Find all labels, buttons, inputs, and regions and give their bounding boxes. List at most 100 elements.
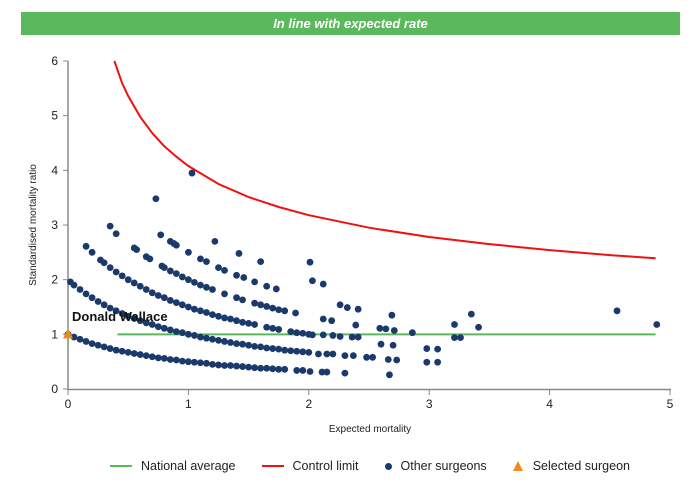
- other-surgeon-point[interactable]: [299, 367, 307, 374]
- other-surgeon-point[interactable]: [269, 365, 277, 373]
- other-surgeon-point[interactable]: [112, 346, 120, 354]
- other-surgeon-point[interactable]: [233, 362, 240, 370]
- legend-other-surgeons[interactable]: Other surgeons: [384, 459, 487, 473]
- other-surgeon-point[interactable]: [100, 259, 108, 267]
- other-surgeon-point[interactable]: [245, 320, 253, 327]
- other-surgeon-point[interactable]: [299, 329, 307, 337]
- other-surgeon-point[interactable]: [275, 345, 283, 353]
- other-surgeon-point[interactable]: [130, 350, 138, 357]
- other-surgeon-point[interactable]: [263, 323, 271, 331]
- other-surgeon-point[interactable]: [475, 323, 482, 331]
- other-surgeon-point[interactable]: [423, 358, 431, 366]
- other-surgeon-point[interactable]: [191, 332, 198, 339]
- other-surgeon-point[interactable]: [239, 340, 246, 348]
- other-surgeon-point[interactable]: [148, 321, 156, 328]
- other-surgeon-point[interactable]: [299, 348, 307, 356]
- other-surgeon-point[interactable]: [221, 362, 228, 369]
- other-surgeon-point[interactable]: [272, 285, 280, 293]
- other-surgeon-point[interactable]: [191, 305, 198, 313]
- other-surgeon-point[interactable]: [318, 368, 326, 376]
- other-surgeon-point[interactable]: [305, 348, 313, 356]
- other-surgeon-point[interactable]: [154, 292, 162, 299]
- other-surgeon-point[interactable]: [197, 359, 204, 367]
- other-surgeon-point[interactable]: [319, 315, 327, 323]
- other-surgeon-point[interactable]: [240, 274, 248, 281]
- other-surgeon-point[interactable]: [94, 341, 102, 349]
- other-surgeon-point[interactable]: [142, 352, 150, 360]
- other-surgeon-point[interactable]: [239, 363, 246, 370]
- other-surgeon-point[interactable]: [315, 350, 322, 358]
- other-surgeon-point[interactable]: [124, 312, 132, 320]
- other-surgeon-point[interactable]: [354, 305, 362, 313]
- other-surgeon-point[interactable]: [343, 304, 351, 311]
- other-surgeon-point[interactable]: [227, 339, 234, 346]
- other-surgeon-point[interactable]: [142, 286, 150, 293]
- other-surgeon-point[interactable]: [197, 255, 204, 263]
- other-surgeon-point[interactable]: [136, 282, 144, 290]
- other-surgeon-point[interactable]: [76, 335, 84, 343]
- other-surgeon-point[interactable]: [287, 347, 295, 355]
- other-surgeon-point[interactable]: [146, 255, 154, 263]
- other-surgeon-point[interactable]: [388, 311, 396, 319]
- other-surgeon-point[interactable]: [172, 299, 180, 307]
- other-surgeon-point[interactable]: [154, 354, 162, 362]
- other-surgeon-point[interactable]: [386, 371, 393, 379]
- other-surgeon-point[interactable]: [227, 362, 234, 369]
- other-surgeon-point[interactable]: [118, 347, 126, 355]
- other-surgeon-point[interactable]: [172, 356, 180, 364]
- other-surgeon-point[interactable]: [185, 303, 192, 311]
- other-surgeon-point[interactable]: [124, 348, 132, 356]
- other-surgeon-point[interactable]: [323, 350, 331, 358]
- other-surgeon-point[interactable]: [88, 294, 96, 302]
- other-surgeon-point[interactable]: [235, 250, 243, 257]
- other-surgeon-point[interactable]: [275, 326, 283, 333]
- other-surgeon-point[interactable]: [130, 279, 138, 287]
- other-surgeon-point[interactable]: [306, 368, 314, 375]
- other-surgeon-point[interactable]: [423, 345, 431, 352]
- other-surgeon-point[interactable]: [70, 333, 78, 341]
- other-surgeon-point[interactable]: [376, 324, 384, 332]
- other-surgeon-point[interactable]: [393, 356, 401, 364]
- other-surgeon-point[interactable]: [239, 318, 246, 326]
- other-surgeon-point[interactable]: [166, 326, 174, 334]
- other-surgeon-point[interactable]: [215, 312, 222, 320]
- other-surgeon-point[interactable]: [221, 338, 228, 345]
- other-surgeon-point[interactable]: [191, 358, 198, 366]
- other-surgeon-point[interactable]: [263, 344, 271, 352]
- other-surgeon-point[interactable]: [328, 317, 336, 325]
- other-surgeon-point[interactable]: [160, 354, 168, 362]
- other-surgeon-point[interactable]: [369, 353, 377, 361]
- other-surgeon-point[interactable]: [245, 341, 253, 349]
- other-surgeon-point[interactable]: [106, 304, 114, 312]
- other-surgeon-point[interactable]: [82, 338, 90, 345]
- other-surgeon-point[interactable]: [251, 364, 259, 372]
- other-surgeon-point[interactable]: [130, 315, 138, 322]
- other-surgeon-point[interactable]: [112, 268, 120, 276]
- other-surgeon-point[interactable]: [203, 283, 210, 291]
- other-surgeon-point[interactable]: [100, 301, 108, 309]
- other-surgeon-point[interactable]: [257, 343, 265, 351]
- other-surgeon-point[interactable]: [309, 331, 316, 339]
- other-surgeon-point[interactable]: [215, 361, 222, 369]
- other-surgeon-point[interactable]: [209, 286, 216, 293]
- other-surgeon-point[interactable]: [293, 367, 301, 374]
- other-surgeon-point[interactable]: [269, 324, 277, 332]
- other-surgeon-point[interactable]: [251, 278, 259, 286]
- other-surgeon-point[interactable]: [178, 301, 186, 309]
- other-surgeon-point[interactable]: [191, 279, 198, 286]
- other-surgeon-point[interactable]: [166, 297, 174, 304]
- other-surgeon-point[interactable]: [185, 276, 192, 284]
- other-surgeon-point[interactable]: [281, 365, 289, 373]
- other-surgeon-point[interactable]: [363, 353, 370, 361]
- other-surgeon-point[interactable]: [239, 296, 246, 304]
- other-surgeon-point[interactable]: [257, 301, 265, 309]
- other-surgeon-point[interactable]: [245, 363, 253, 371]
- other-surgeon-point[interactable]: [221, 314, 228, 322]
- other-surgeon-point[interactable]: [389, 341, 397, 349]
- other-surgeon-point[interactable]: [257, 364, 265, 372]
- other-surgeon-point[interactable]: [197, 307, 204, 315]
- other-surgeon-point[interactable]: [341, 352, 349, 360]
- other-surgeon-point[interactable]: [451, 334, 458, 342]
- other-surgeon-point[interactable]: [281, 307, 289, 315]
- other-surgeon-point[interactable]: [349, 352, 357, 360]
